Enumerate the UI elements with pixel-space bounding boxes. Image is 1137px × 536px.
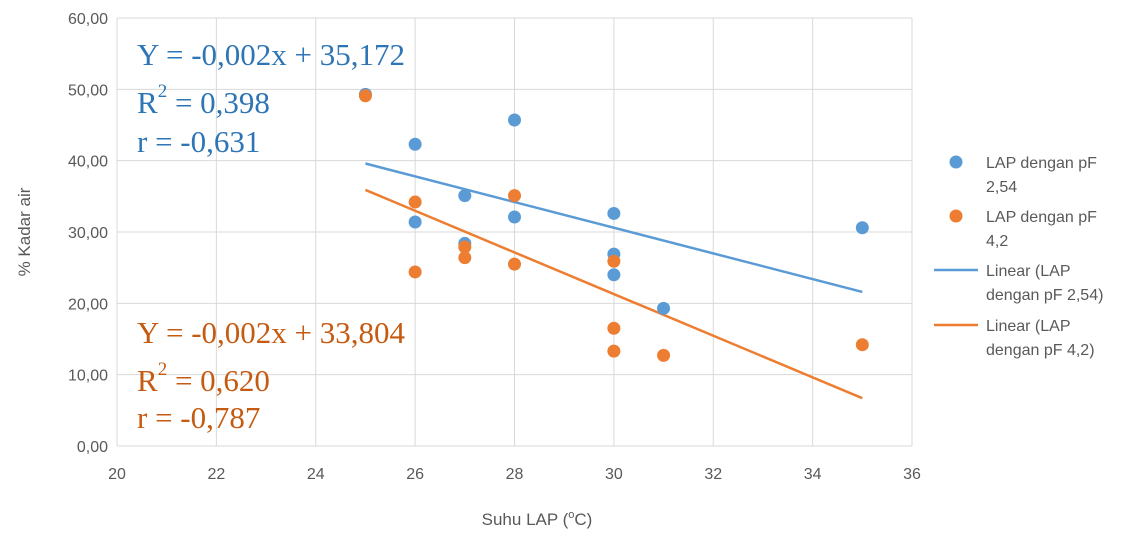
x-tick-label: 32 xyxy=(704,466,722,483)
x-axis-title-main: Suhu LAP ( xyxy=(482,510,569,529)
y-axis-ticks: 0,00 10,00 20,00 30,00 40,00 50,00 60,00 xyxy=(68,11,108,456)
data-point-blue xyxy=(508,210,521,224)
x-tick-label: 34 xyxy=(804,466,822,483)
equation-orange: Y = -0,002x + 33,804 R2 = 0,620 r = -0,7… xyxy=(137,315,406,435)
legend-item-series-orange: LAP dengan pF 4,2 xyxy=(949,209,1097,250)
data-point-blue xyxy=(508,113,521,127)
gridlines xyxy=(116,17,913,447)
x-tick-label: 28 xyxy=(506,466,524,483)
data-point-blue xyxy=(458,189,472,203)
data-point-orange xyxy=(607,254,621,268)
x-tick-label: 22 xyxy=(207,466,225,483)
data-point-orange xyxy=(855,338,869,352)
equation-orange-r2-prefix: R xyxy=(137,363,158,398)
legend-label-trend-orange-line1: Linear (LAP xyxy=(986,318,1071,335)
y-tick-label: 30,00 xyxy=(68,225,108,242)
equation-blue-r2-value: = 0,398 xyxy=(167,85,270,120)
x-axis-title-suffix: C) xyxy=(574,510,592,529)
legend-label-trend-blue-line2: dengan pF 2,54) xyxy=(986,287,1103,304)
x-axis-title: Suhu LAP (oC) xyxy=(482,509,593,529)
legend-item-trend-orange: Linear (LAP dengan pF 4,2) xyxy=(934,318,1095,359)
trendline-blue xyxy=(365,162,863,294)
equation-blue-r: r = -0,631 xyxy=(137,124,260,159)
y-tick-label: 60,00 xyxy=(68,11,108,28)
x-axis-ticks: 20 22 24 26 28 30 32 34 36 xyxy=(108,466,921,483)
equation-orange-r: r = -0,787 xyxy=(137,400,260,435)
x-tick-label: 20 xyxy=(108,466,126,483)
y-tick-label: 40,00 xyxy=(68,154,108,171)
legend-label-orange-line1: LAP dengan pF xyxy=(986,209,1097,226)
data-point-orange xyxy=(607,321,621,335)
y-axis-title: % Kadar air xyxy=(15,187,34,276)
data-point-orange xyxy=(508,189,521,203)
data-point-blue xyxy=(657,301,671,315)
equation-orange-line: Y = -0,002x + 33,804 xyxy=(137,315,406,350)
legend-label-blue-line2: 2,54 xyxy=(986,179,1017,196)
legend-label-trend-orange-line2: dengan pF 4,2) xyxy=(986,342,1095,359)
trendlines xyxy=(364,162,863,400)
legend-marker-orange xyxy=(949,209,963,223)
equation-orange-r2-value: = 0,620 xyxy=(167,363,270,398)
data-point-orange xyxy=(458,240,472,254)
legend-label-blue-line1: LAP dengan pF xyxy=(986,155,1097,172)
x-tick-label: 26 xyxy=(406,466,424,483)
equation-blue: Y = -0,002x + 35,172 R2 = 0,398 r = -0,6… xyxy=(137,37,405,159)
data-point-orange xyxy=(458,251,472,265)
data-point-blue xyxy=(607,268,621,282)
data-points xyxy=(358,87,869,362)
y-tick-label: 0,00 xyxy=(77,439,108,456)
x-tick-label: 30 xyxy=(605,466,623,483)
data-point-blue xyxy=(408,137,422,151)
equation-blue-r2-prefix: R xyxy=(137,85,158,120)
legend: LAP dengan pF 2,54 LAP dengan pF 4,2 Lin… xyxy=(934,155,1103,359)
legend-item-series-blue: LAP dengan pF 2,54 xyxy=(949,155,1097,196)
data-point-blue xyxy=(408,215,422,229)
legend-label-orange-line2: 4,2 xyxy=(986,233,1008,250)
x-tick-label: 36 xyxy=(903,466,921,483)
x-axis-title-sup: o xyxy=(568,509,574,521)
legend-marker-blue xyxy=(949,155,963,169)
y-tick-label: 20,00 xyxy=(68,296,108,313)
equation-blue-r2-sup: 2 xyxy=(158,81,168,102)
legend-label-trend-blue-line1: Linear (LAP xyxy=(986,263,1071,280)
data-point-blue xyxy=(855,221,869,235)
data-point-orange xyxy=(508,257,521,271)
y-tick-label: 50,00 xyxy=(68,82,108,99)
x-tick-label: 24 xyxy=(307,466,325,483)
data-point-orange xyxy=(657,348,671,362)
y-tick-label: 10,00 xyxy=(68,368,108,385)
data-point-orange xyxy=(607,344,621,358)
equation-blue-line: Y = -0,002x + 35,172 xyxy=(137,37,405,72)
equation-blue-r2: R2 = 0,398 xyxy=(137,81,270,120)
data-point-blue xyxy=(607,206,621,220)
equation-orange-r2: R2 = 0,620 xyxy=(137,359,270,398)
equation-orange-r2-sup: 2 xyxy=(158,359,168,380)
data-point-orange xyxy=(408,195,422,209)
legend-item-trend-blue: Linear (LAP dengan pF 2,54) xyxy=(934,263,1103,304)
data-point-orange xyxy=(358,89,372,103)
trendline-orange xyxy=(364,188,863,400)
data-point-orange xyxy=(408,265,422,279)
